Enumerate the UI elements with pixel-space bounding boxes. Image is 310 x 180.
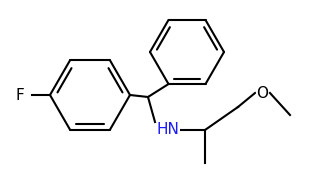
Text: HN: HN: [157, 123, 180, 138]
Text: O: O: [256, 86, 268, 100]
Text: F: F: [16, 87, 24, 102]
